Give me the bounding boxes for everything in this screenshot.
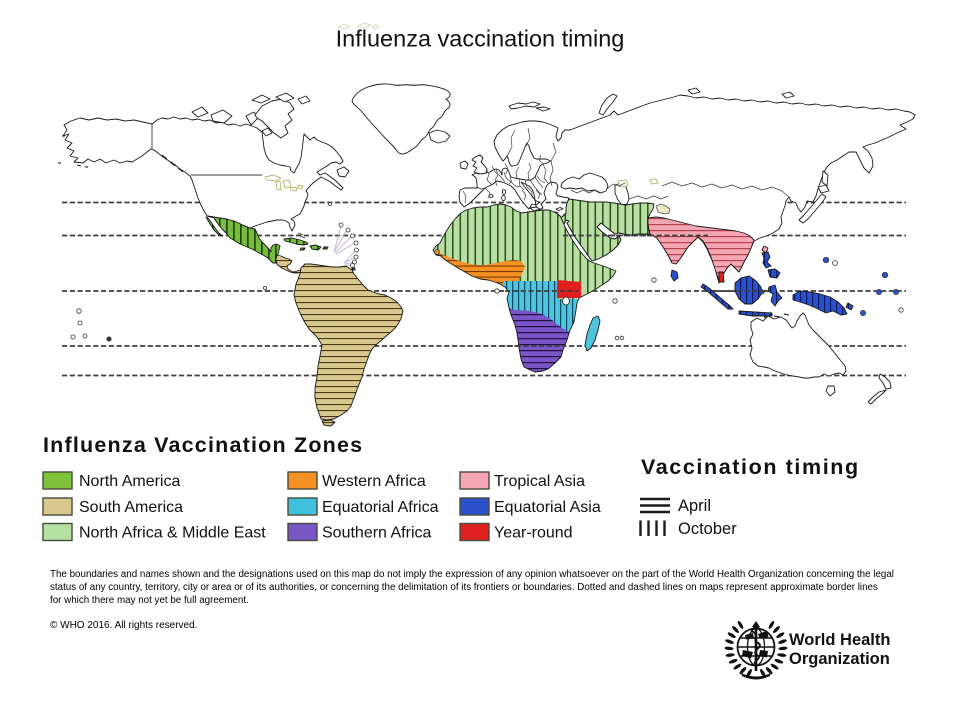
svg-text:Equatorial Asia: Equatorial Asia bbox=[494, 499, 601, 516]
svg-text:© WHO 2016. All rights reserve: © WHO 2016. All rights reserved. bbox=[50, 620, 197, 631]
svg-text:for which there may not yet be: for which there may not yet be full agre… bbox=[50, 595, 249, 606]
svg-text:World Health: World Health bbox=[789, 631, 890, 649]
svg-text:Organization: Organization bbox=[789, 650, 890, 668]
svg-text:Vaccination timing: Vaccination timing bbox=[641, 455, 860, 479]
svg-text:Tropical Asia: Tropical Asia bbox=[494, 473, 585, 490]
svg-text:Equatorial Africa: Equatorial Africa bbox=[322, 499, 439, 516]
svg-text:April: April bbox=[678, 497, 711, 515]
svg-text:status of any country, territo: status of any country, territory, city o… bbox=[50, 582, 878, 593]
svg-text:Influenza Vaccination Zones: Influenza Vaccination Zones bbox=[43, 433, 363, 457]
svg-text:October: October bbox=[678, 520, 737, 538]
svg-text:Western Africa: Western Africa bbox=[322, 473, 426, 490]
svg-text:Year-round: Year-round bbox=[494, 525, 573, 542]
svg-text:Influenza vaccination timing: Influenza vaccination timing bbox=[336, 26, 625, 52]
svg-text:South America: South America bbox=[79, 499, 183, 516]
svg-text:Southern Africa: Southern Africa bbox=[322, 525, 432, 542]
svg-text:North America: North America bbox=[79, 473, 180, 490]
svg-text:The boundaries and names shown: The boundaries and names shown and the d… bbox=[50, 569, 894, 580]
svg-text:North Africa & Middle East: North Africa & Middle East bbox=[79, 525, 266, 542]
